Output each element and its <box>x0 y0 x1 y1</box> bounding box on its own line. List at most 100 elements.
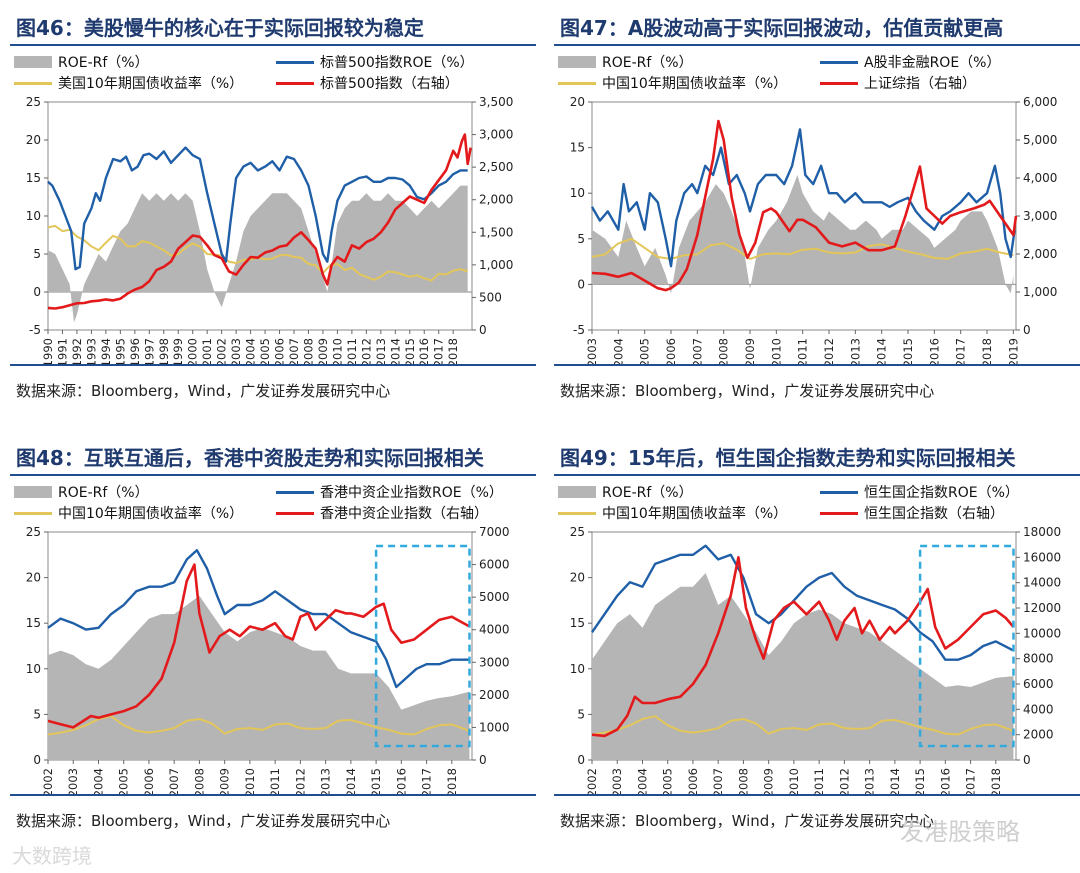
x-tick-label: 1990 <box>41 338 55 364</box>
x-tick-label: 2012 <box>293 768 307 794</box>
y2-tick-label: 12000 <box>1023 601 1061 615</box>
chart-legend: ROE-Rf（%） 香港中资企业指数ROE（%） 中国10年期国债收益率（%） … <box>14 482 534 524</box>
x-tick-label: 1993 <box>84 338 98 364</box>
chart-plot: 2520151050-53,5003,0002,5002,0001,5001,0… <box>26 95 514 364</box>
y-tick-label: -5 <box>573 323 585 337</box>
series-area-roe-rf <box>592 175 1014 294</box>
x-tick-label: 2005 <box>638 338 652 364</box>
source-divider <box>10 364 536 366</box>
chart-legend: ROE-Rf（%） A股非金融ROE（%） 中国10年期国债收益率（%） 上证综… <box>558 52 1078 94</box>
y2-tick-label: 500 <box>479 290 502 304</box>
source-divider <box>554 794 1080 796</box>
source-note: 数据来源：Bloomberg，Wind，广发证券发展研究中心 <box>16 812 391 830</box>
y2-tick-label: 1,000 <box>479 258 513 272</box>
x-tick-label: 2005 <box>661 768 675 794</box>
x-tick-label: 2010 <box>769 338 783 364</box>
y2-tick-label: 4,000 <box>1023 171 1057 185</box>
source-divider <box>10 794 536 796</box>
x-tick-label: 2014 <box>388 338 402 364</box>
x-tick-label: 2010 <box>787 768 801 794</box>
y2-tick-label: 6,000 <box>1023 95 1057 109</box>
y2-tick-label: 3,000 <box>1023 209 1057 223</box>
x-tick-label: 2006 <box>273 338 287 364</box>
x-tick-label: 2005 <box>117 768 131 794</box>
chart-plot: 2520151050180001600014000120001000080006… <box>570 525 1061 794</box>
legend-item-index: 恒生国企指数（右轴） <box>820 503 1004 523</box>
x-tick-label: 2018 <box>446 338 460 364</box>
legend-item-roe-rf: ROE-Rf（%） <box>14 482 149 502</box>
x-tick-label: 2005 <box>258 338 272 364</box>
y-tick-label: 20 <box>26 571 41 585</box>
chart-plot: 20151050-56,0005,0004,0003,0002,0001,000… <box>570 95 1058 364</box>
x-tick-label: 2016 <box>394 768 408 794</box>
y-tick-label: 15 <box>26 616 41 630</box>
x-tick-label: 1998 <box>157 338 171 364</box>
x-tick-label: 2004 <box>635 768 649 794</box>
series-line-index <box>591 556 1015 738</box>
x-tick-label: 2007 <box>690 338 704 364</box>
legend-label: 香港中资企业指数ROE（%） <box>320 485 503 501</box>
x-tick-label: 2003 <box>66 768 80 794</box>
y-tick-label: 5 <box>33 707 41 721</box>
y2-tick-label: 3,000 <box>479 128 513 142</box>
x-tick-label: 2016 <box>927 338 941 364</box>
x-tick-label: 2004 <box>244 338 258 364</box>
y2-tick-label: 0 <box>1023 323 1031 337</box>
title-divider <box>10 44 536 46</box>
chart-panel-46: 图46：美股慢牛的核心在于实际回报较为稳定 ROE-Rf（%） 标普500指数R… <box>10 8 536 408</box>
y2-tick-label: 2,500 <box>479 160 513 174</box>
x-tick-label: 2012 <box>837 768 851 794</box>
x-tick-label: 2009 <box>316 338 330 364</box>
x-tick-label: 2018 <box>980 338 994 364</box>
y2-tick-label: 6000 <box>479 558 510 572</box>
legend-label: 美国10年期国债收益率（%） <box>58 76 244 92</box>
x-tick-label: 2015 <box>901 338 915 364</box>
x-tick-label: 2004 <box>611 338 625 364</box>
x-tick-label: 2000 <box>186 338 200 364</box>
legend-item-roe: 香港中资企业指数ROE（%） <box>276 482 503 502</box>
x-tick-label: 2017 <box>432 338 446 364</box>
title-divider <box>554 44 1080 46</box>
y2-tick-label: 2000 <box>479 688 510 702</box>
x-tick-label: 2008 <box>192 768 206 794</box>
x-tick-label: 2017 <box>954 338 968 364</box>
y-tick-label: 0 <box>577 277 585 291</box>
series-area-roe-rf <box>592 573 1014 760</box>
x-tick-label: 2016 <box>938 768 952 794</box>
x-tick-label: 2006 <box>664 338 678 364</box>
highlight-box <box>918 544 1015 748</box>
y2-tick-label: 18000 <box>1023 525 1061 539</box>
x-tick-label: 2014 <box>888 768 902 794</box>
chart-panel-48: 图48：互联互通后，香港中资股走势和实际回报相关 ROE-Rf（%） 香港中资企… <box>10 438 536 838</box>
chart-panel-47: 图47：A股波动高于实际回报波动，估值贡献更高 ROE-Rf（%） A股非金融R… <box>554 8 1080 408</box>
y-tick-label: 20 <box>570 95 585 109</box>
x-tick-label: 2011 <box>812 768 826 794</box>
x-tick-label: 2014 <box>875 338 889 364</box>
chart-panel-49: 图49：15年后，恒生国企指数走势和实际回报相关 ROE-Rf（%） 恒生国企指… <box>554 438 1080 838</box>
y-tick-label: 10 <box>26 209 41 223</box>
y-tick-label: 15 <box>570 616 585 630</box>
y-tick-label: 20 <box>26 133 41 147</box>
highlight-box <box>374 544 471 748</box>
x-tick-label: 2013 <box>863 768 877 794</box>
chart-legend: ROE-Rf（%） 标普500指数ROE（%） 美国10年期国债收益率（%） 标… <box>14 52 534 94</box>
legend-item-bond: 中国10年期国债收益率（%） <box>558 503 787 523</box>
x-tick-label: 2018 <box>989 768 1003 794</box>
legend-item-roe-rf: ROE-Rf（%） <box>558 52 693 72</box>
series-line-roe <box>47 146 468 271</box>
legend-item-bond: 美国10年期国债收益率（%） <box>14 73 243 93</box>
x-tick-label: 1994 <box>99 338 113 364</box>
legend-item-index: 标普500指数（右轴） <box>276 73 459 93</box>
legend-label: 中国10年期国债收益率（%） <box>58 506 244 522</box>
x-tick-label: 1995 <box>113 338 127 364</box>
y2-tick-label: 7000 <box>479 525 510 539</box>
x-tick-label: 2010 <box>330 338 344 364</box>
y2-tick-label: 2,000 <box>1023 247 1057 261</box>
series-line-index <box>47 563 471 729</box>
legend-label: 中国10年期国债收益率（%） <box>602 506 788 522</box>
y2-tick-label: 0 <box>479 753 487 767</box>
y2-tick-label: 5000 <box>479 590 510 604</box>
series-line-index <box>591 119 1018 292</box>
x-tick-label: 2009 <box>743 338 757 364</box>
y2-tick-label: 1000 <box>479 720 510 734</box>
